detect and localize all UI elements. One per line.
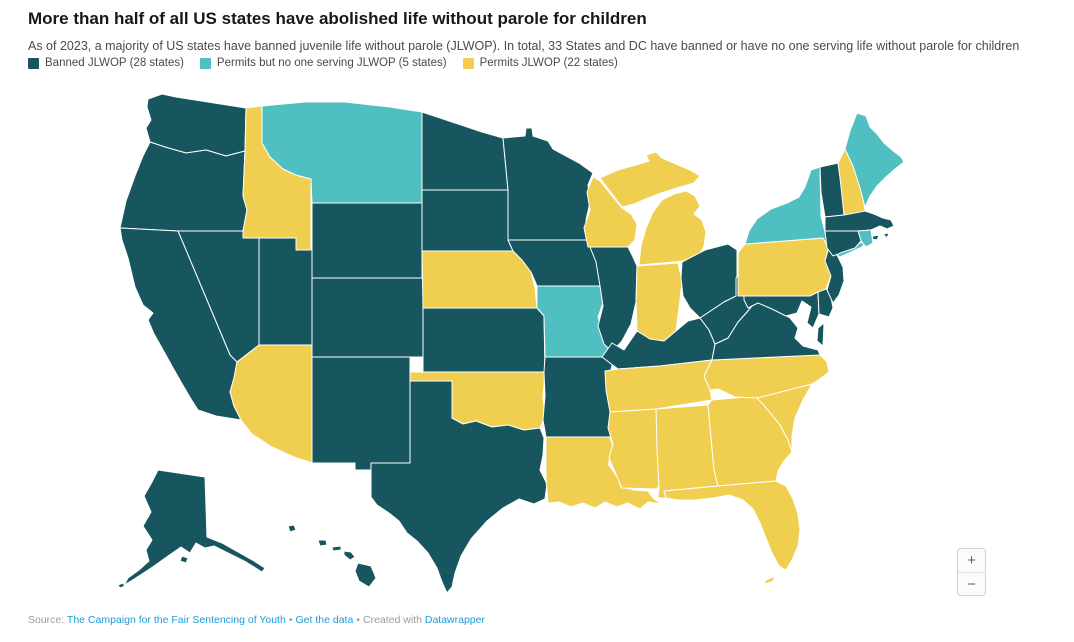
legend-label-banned: Banned JLWOP (28 states) <box>45 57 184 69</box>
datawrapper-link[interactable]: Datawrapper <box>424 614 485 626</box>
chart-header: More than half of all US states have abo… <box>28 8 1054 55</box>
get-the-data-link[interactable]: Get the data <box>295 614 354 626</box>
legend-label-permits: Permits JLWOP (22 states) <box>479 57 618 69</box>
created-with-label: Created with <box>362 614 422 626</box>
state-sc[interactable] <box>756 383 813 453</box>
legend-item-permits: Permits JLWOP (22 states) <box>462 57 618 69</box>
state-sd[interactable] <box>421 189 514 252</box>
state-az[interactable] <box>229 344 313 464</box>
map-zoom-controls: + − <box>957 548 986 596</box>
source-label: Source: <box>28 614 65 626</box>
state-nj[interactable] <box>824 246 845 304</box>
state-al[interactable] <box>655 404 719 499</box>
legend-item-banned: Banned JLWOP (28 states) <box>28 57 184 69</box>
state-ar[interactable] <box>542 356 617 438</box>
state-md[interactable] <box>743 291 820 329</box>
state-ut[interactable] <box>258 237 313 346</box>
state-pa[interactable] <box>737 237 832 297</box>
legend-swatch-permits <box>462 57 474 69</box>
source-link[interactable]: The Campaign for the Fair Sentencing of … <box>66 614 286 626</box>
state-in[interactable] <box>635 262 683 342</box>
state-mn[interactable] <box>502 127 594 241</box>
chart-subtitle: As of 2023, a majority of US states have… <box>28 38 1020 53</box>
state-tx[interactable] <box>370 380 548 594</box>
state-ks[interactable] <box>422 307 546 373</box>
state-me[interactable] <box>844 112 905 208</box>
zoom-out-button[interactable]: − <box>958 572 985 595</box>
state-co[interactable] <box>311 277 424 358</box>
state-wy[interactable] <box>311 202 423 279</box>
state-hi[interactable] <box>287 524 377 588</box>
zoom-in-button[interactable]: + <box>958 549 985 572</box>
state-la[interactable] <box>545 436 662 510</box>
legend: Banned JLWOP (28 states) Permits but no o… <box>28 57 618 69</box>
legend-swatch-none_serving <box>199 57 211 69</box>
state-wi[interactable] <box>583 176 638 248</box>
legend-item-none_serving: Permits but no one serving JLWOP (5 stat… <box>199 57 447 69</box>
footer-separator-2: • <box>356 614 360 626</box>
state-ct[interactable] <box>824 230 862 257</box>
state-ak[interactable] <box>117 469 266 589</box>
states-group <box>117 93 905 594</box>
state-nm[interactable] <box>311 356 411 471</box>
state-nd[interactable] <box>421 111 509 191</box>
state-fl[interactable] <box>663 480 801 585</box>
footer: Source: The Campaign for the Fair Senten… <box>28 614 485 626</box>
state-or[interactable] <box>119 141 248 232</box>
state-nc[interactable] <box>703 354 830 399</box>
footer-separator-1: • <box>288 614 293 626</box>
legend-label-none_serving: Permits but no one serving JLWOP (5 stat… <box>216 57 447 69</box>
legend-swatch-banned <box>28 57 39 69</box>
chart-title: More than half of all US states have abo… <box>28 9 647 28</box>
state-ne[interactable] <box>421 250 538 309</box>
